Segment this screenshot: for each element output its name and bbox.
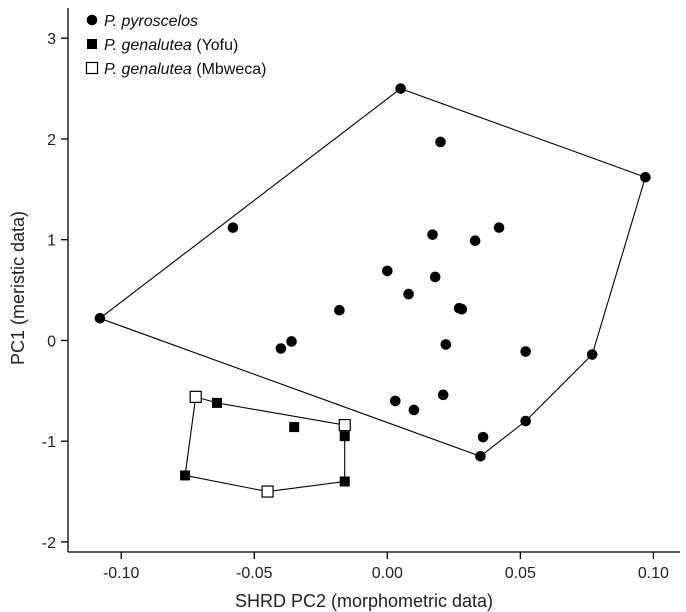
legend-marker: [85, 61, 99, 75]
legend-marker: [87, 39, 97, 49]
point-pyroscelos: [408, 404, 420, 416]
point-pyroscelos: [389, 395, 401, 407]
x-tick-label: -0.10: [103, 565, 140, 582]
y-tick-label: 1: [47, 233, 56, 250]
convex-hulls: [98, 87, 647, 493]
x-tick-label: 0.00: [372, 565, 403, 582]
hull-genalutea: [184, 396, 346, 493]
y-tick-label: -2: [42, 535, 56, 552]
point-genalutea-yofu: [339, 431, 350, 442]
point-genalutea-yofu: [180, 470, 191, 481]
legend-label: P. pyroscelos: [104, 13, 198, 30]
point-pyroscelos: [403, 288, 414, 300]
point-pyroscelos: [227, 222, 239, 233]
x-tick-label: 0.10: [638, 565, 669, 582]
legend-locality: (Yofu): [192, 37, 239, 54]
point-genalutea-mbweca: [261, 485, 274, 498]
y-axis-title: PC1 (meristic data): [8, 211, 28, 365]
point-pyroscelos: [382, 265, 393, 277]
point-genalutea-mbweca: [338, 418, 351, 432]
legend-label: P. genalutea (Yofu): [104, 37, 238, 54]
legend-item-genalutea-mbweca: P. genalutea (Mbweca): [85, 61, 266, 78]
point-pyroscelos: [640, 171, 651, 183]
point-pyroscelos: [586, 349, 598, 360]
legend-locality: (Mbweca): [192, 61, 267, 78]
point-genalutea-yofu: [339, 476, 350, 487]
point-pyroscelos: [286, 336, 297, 347]
point-pyroscelos: [427, 229, 438, 240]
point-pyroscelos: [477, 431, 489, 443]
legend-species: P. genalutea: [104, 37, 192, 54]
point-pyroscelos: [440, 339, 452, 350]
point-pyroscelos: [469, 235, 481, 247]
point-pyroscelos: [475, 450, 486, 462]
point-genalutea-yofu: [212, 397, 223, 408]
point-pyroscelos: [275, 343, 287, 354]
point-pyroscelos: [334, 304, 345, 316]
point-pyroscelos: [435, 136, 446, 148]
point-pyroscelos: [94, 312, 106, 324]
y-tick-label: -1: [42, 434, 56, 451]
y-tick-label: 2: [47, 132, 56, 149]
legend-species: P. genalutea: [104, 61, 192, 78]
x-ticks: -0.10 -0.05 0.00 0.05 0.10: [103, 552, 669, 582]
hull-pyroscelos: [98, 87, 647, 457]
legend-label: P. genalutea (Mbweca): [104, 61, 266, 78]
point-pyroscelos: [520, 415, 531, 427]
point-pyroscelos: [429, 271, 441, 283]
point-genalutea-yofu: [289, 422, 300, 433]
y-ticks: -2 -1 0 1 2 3: [42, 31, 68, 552]
legend-marker: [86, 14, 98, 26]
point-genalutea-mbweca: [189, 390, 202, 403]
x-axis-title: SHRD PC2 (morphometric data): [235, 591, 493, 611]
x-tick-label: -0.05: [236, 565, 273, 582]
y-tick-label: 0: [47, 333, 56, 350]
y-tick-label: 3: [47, 31, 56, 48]
point-pyroscelos: [493, 222, 505, 233]
x-tick-label: 0.05: [505, 565, 536, 582]
point-pyroscelos: [520, 346, 531, 357]
legend-item-pyroscelos: P. pyroscelos: [86, 13, 198, 30]
legend-item-genalutea-yofu: P. genalutea (Yofu): [87, 37, 238, 54]
point-pyroscelos: [456, 303, 468, 315]
axes: -0.10 -0.05 0.00 0.05 0.10 -2 -1 0 1 2 3: [42, 8, 680, 582]
legend-species: P. pyroscelos: [104, 13, 198, 30]
data-points: [94, 83, 651, 498]
point-pyroscelos: [437, 389, 449, 401]
point-pyroscelos: [395, 83, 406, 94]
